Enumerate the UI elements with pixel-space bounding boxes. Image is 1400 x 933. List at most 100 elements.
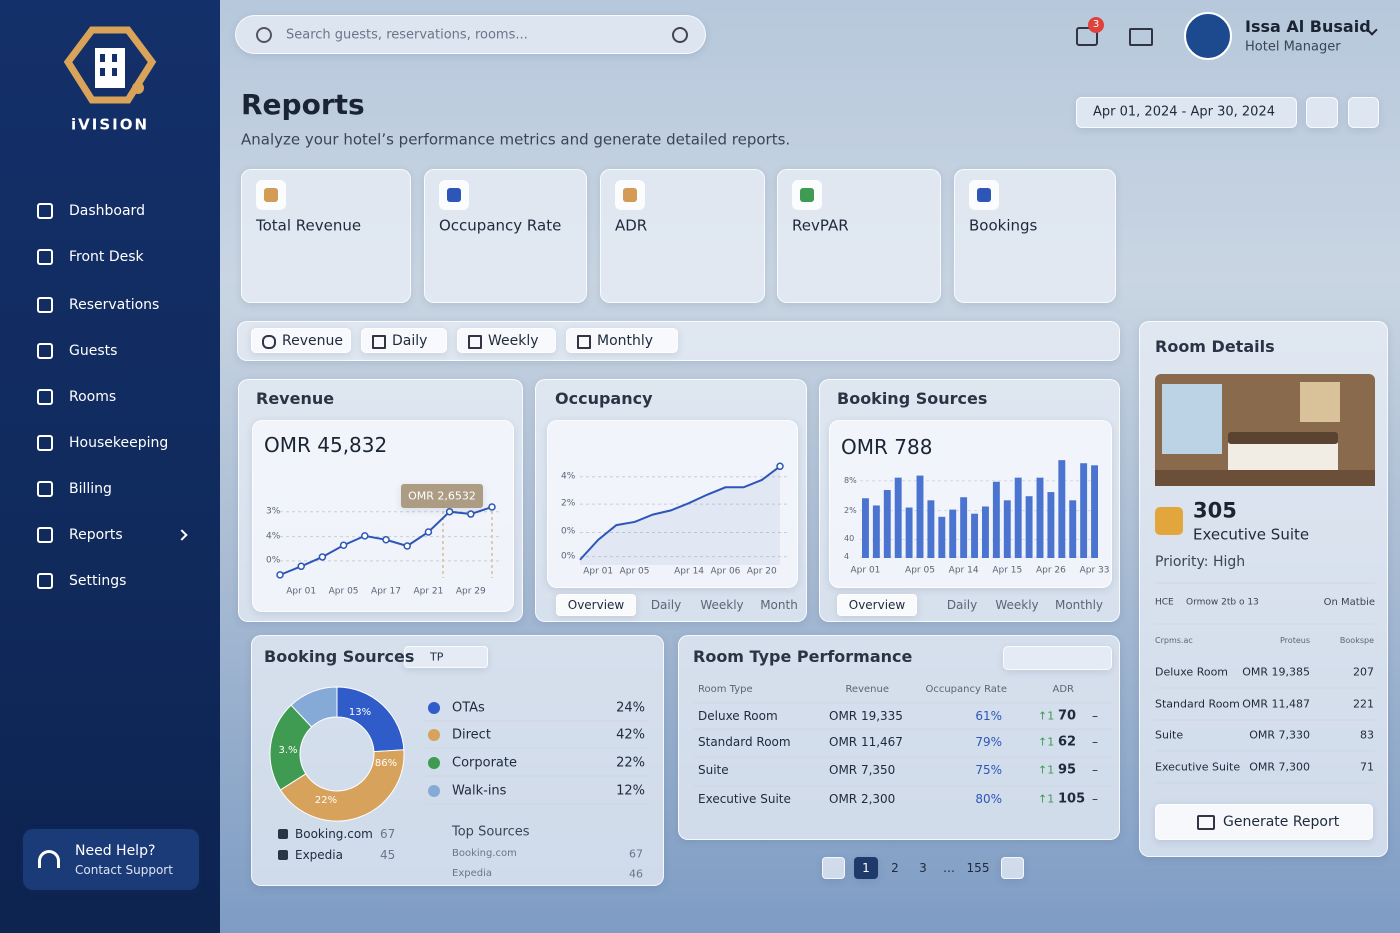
nav-icon [37,249,53,265]
kpi-icon-glyph [447,188,461,202]
donut-segment [279,749,405,822]
bar [971,513,978,558]
column-header: ADR [1052,684,1075,695]
nav-item[interactable]: Front Desk [69,249,144,265]
brand-top: iVISION [70,115,150,134]
donut-label: 22% [314,795,338,806]
line [579,465,781,561]
date-range[interactable] [1076,97,1297,128]
page-number[interactable]: … [943,861,955,875]
point [382,536,390,544]
tab[interactable]: Daily [650,598,682,612]
point [361,532,369,540]
nav-item[interactable]: Rooms [69,389,117,405]
x-tick-label: Apr 17 [371,586,401,597]
column-header: Revenue [845,684,889,695]
legend-value: 24% [616,700,645,716]
kpi-label: RevPAR [792,216,849,235]
cell: 83 [1360,728,1374,742]
nav-item[interactable]: Guests [69,343,118,359]
button-label[interactable]: Generate Report [1223,814,1340,830]
tab[interactable]: Monthly [1054,598,1104,612]
tab[interactable]: Overview [848,598,906,612]
chat-icon[interactable] [1076,27,1098,46]
toolbar-icon [372,335,386,349]
page-number[interactable]: 155 [966,861,990,875]
point [467,510,475,518]
kpi-icon-glyph [623,188,637,202]
bar [872,505,880,558]
x-tick-label: Apr 15 [992,565,1023,576]
list-value: 67 [380,827,396,841]
table-controls[interactable] [1003,646,1112,670]
kpi-icon-glyph [264,188,278,202]
tab[interactable]: Month [760,598,798,612]
legend-label: Direct [452,727,491,743]
nav-item[interactable]: Billing [69,481,112,497]
mail-icon[interactable] [1129,28,1153,46]
cell: Executive Suite [698,792,791,806]
nav-item[interactable]: Reports [69,527,123,543]
legend-dot [428,757,440,769]
tab[interactable]: Weekly [995,598,1039,612]
page-number[interactable]: 3 [919,861,927,875]
tab[interactable]: Daily [946,598,978,612]
legend-label: Walk-ins [452,783,507,799]
x-tick-label: Apr 05 [619,566,650,577]
nav-item[interactable]: Housekeeping [69,435,169,451]
tab-active[interactable] [556,594,636,616]
bar [960,497,968,558]
kpi-label: Occupancy Rate [439,216,562,235]
meta: On Matbie [1323,597,1375,608]
toolbar-label[interactable]: Daily [392,333,428,349]
point [403,542,411,550]
nav-item[interactable]: Settings [69,573,127,589]
nav-item[interactable]: Reservations [69,297,160,313]
page-number[interactable]: 2 [891,861,899,875]
cell: OMR 11,487 [1242,697,1310,711]
bar [862,498,869,558]
nav-icon [37,297,53,313]
cell: 207 [1353,665,1374,679]
kpi-label: ADR [615,216,648,235]
cell: 95 [1058,762,1077,778]
tab-active[interactable] [837,594,917,616]
page-title: Reports [241,88,365,121]
bar [883,490,891,558]
page-current[interactable] [854,857,878,879]
legend-dot [428,702,440,714]
cell: Deluxe Room [698,709,778,723]
tab[interactable]: Overview [567,598,625,612]
cell: 79% [975,735,1002,749]
page-number[interactable]: 1 [862,861,870,875]
column-header: Room Type [698,684,753,695]
x-tick-label: Apr 26 [1035,565,1066,576]
badge [1088,17,1104,33]
bar [1003,500,1011,558]
bar [1014,477,1022,558]
cell: 80% [975,792,1002,806]
search-box[interactable] [235,15,706,54]
bar [894,477,902,558]
toolbar-label[interactable]: Revenue [282,333,343,349]
icon-button[interactable] [1348,97,1379,128]
toolbar-label[interactable]: Monthly [597,333,654,349]
page-next[interactable] [1001,857,1024,879]
control[interactable] [404,646,488,668]
icon-button[interactable] [1306,97,1338,128]
page-subtitle: Analyze your hotel’s performance metrics… [241,130,791,149]
x-tick-label: Apr 29 [455,586,486,597]
nav-item[interactable]: Dashboard [69,203,145,219]
nav-icon [37,389,53,405]
sources-value: OMR 788 [841,435,933,459]
tab[interactable]: Weekly [700,598,744,612]
toolbar-label[interactable]: Weekly [488,333,539,349]
page-prev[interactable] [822,857,845,879]
y-tick-label: 2% [844,505,857,515]
x-tick-label: Apr 05 [328,586,359,597]
cell: 61% [975,709,1002,723]
generate-report-button[interactable] [1155,804,1373,840]
donut-segment [290,686,338,728]
